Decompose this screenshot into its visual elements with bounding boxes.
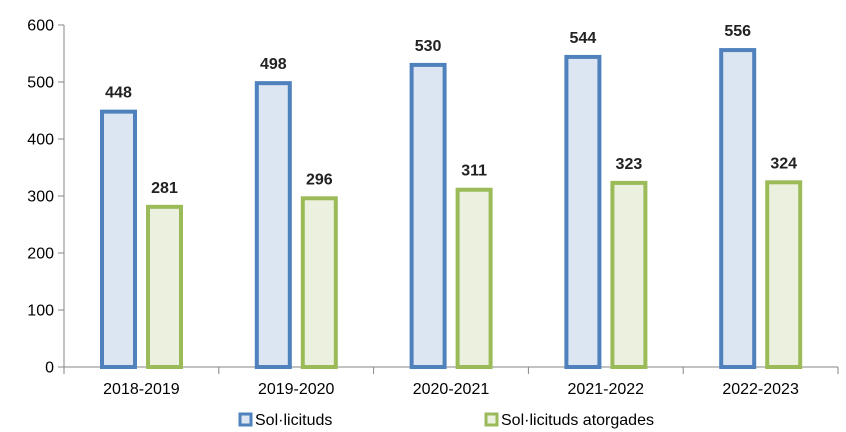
bar-sollicituds: [254, 81, 292, 369]
y-axis: 0 100 200 300 400 500 600: [27, 18, 65, 377]
bars: [100, 48, 803, 370]
bar-sollicituds-atorgades: [455, 187, 493, 369]
data-label: 448: [105, 85, 132, 102]
data-label: 296: [306, 171, 333, 188]
bar-sollicituds: [409, 62, 447, 370]
y-tick-label: 400: [27, 132, 54, 149]
legend-swatch: [238, 412, 253, 427]
x-tick-label: 2021-2022: [568, 381, 645, 398]
legend: Sol·licituds Sol·licituds atorgades: [238, 412, 654, 429]
data-label: 544: [570, 30, 597, 47]
legend-swatch: [484, 412, 499, 427]
x-tick-label: 2020-2021: [413, 381, 490, 398]
legend-label: Sol·licituds atorgades: [501, 412, 654, 429]
bar-sollicituds-atorgades: [610, 180, 648, 369]
data-label: 281: [151, 180, 178, 197]
y-tick-label: 100: [27, 303, 54, 320]
y-tick-label: 200: [27, 246, 54, 263]
y-tick-label: 300: [27, 189, 54, 206]
data-label: 324: [770, 155, 797, 172]
bar-sollicituds-atorgades: [146, 204, 183, 369]
bar-sollicituds-atorgades: [300, 196, 338, 369]
bar-sollicituds: [564, 54, 602, 369]
y-tick-label: 500: [27, 75, 54, 92]
y-tick-label: 600: [27, 18, 54, 35]
x-axis: 2018-2019 2019-2020 2020-2021 2021-2022 2022…: [63, 366, 839, 398]
data-label: 556: [724, 23, 751, 40]
bar-sollicituds: [100, 109, 137, 369]
data-label: 530: [415, 38, 442, 55]
bar-sollicituds: [719, 48, 757, 370]
data-label: 311: [461, 163, 487, 180]
data-label: 498: [260, 56, 287, 73]
data-labels: 448 281 498 296 530 311 544 323 556 324: [105, 23, 797, 197]
x-tick-label: 2018-2019: [103, 381, 180, 398]
y-tick-label: 0: [45, 360, 54, 377]
x-tick-label: 2019-2020: [258, 381, 335, 398]
data-label: 323: [616, 156, 643, 173]
legend-label: Sol·licituds: [255, 412, 332, 429]
bar-sollicituds-atorgades: [765, 180, 803, 369]
x-tick-label: 2022-2023: [722, 381, 799, 398]
